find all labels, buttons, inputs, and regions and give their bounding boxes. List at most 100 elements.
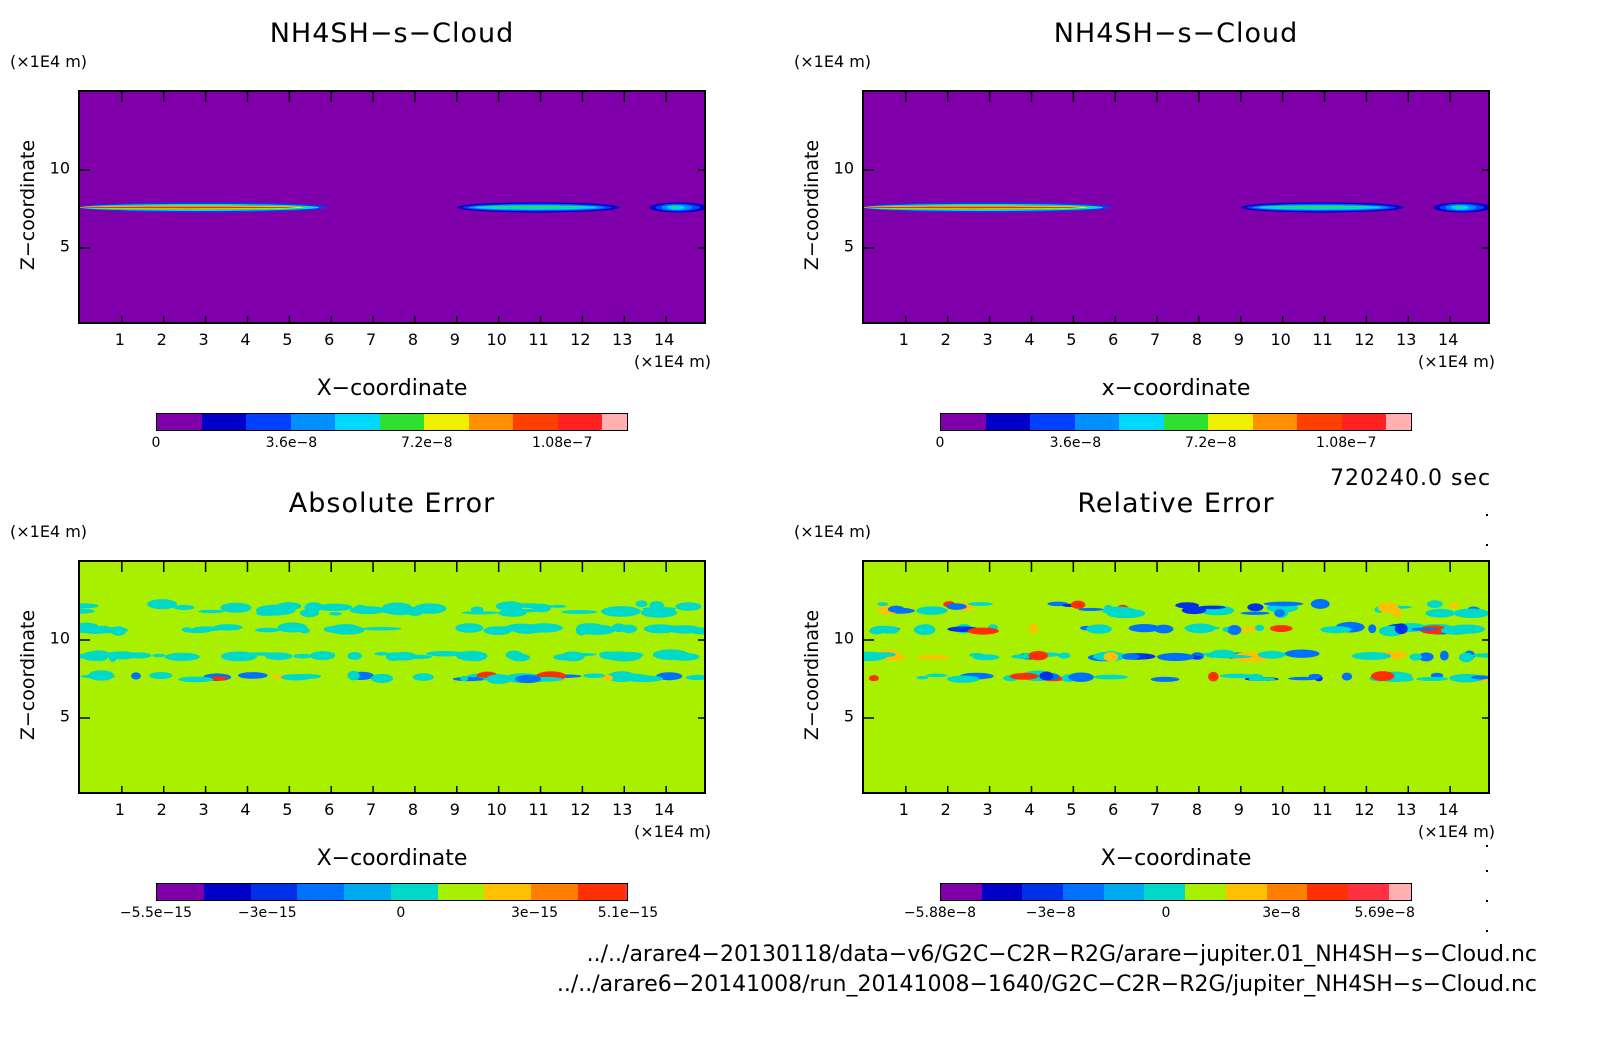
- x-tick-label: 3: [982, 330, 993, 349]
- error-feature: [685, 674, 704, 681]
- heatmap-svg: [80, 92, 704, 322]
- error-feature: [649, 601, 664, 610]
- colorbar-label: 0: [1161, 905, 1171, 921]
- error-feature: [1471, 675, 1488, 680]
- colorbar-segment: [1307, 884, 1348, 900]
- error-feature: [1215, 654, 1253, 659]
- x-tick-label: 12: [570, 330, 591, 349]
- error-feature: [292, 673, 322, 679]
- error-feature: [220, 602, 252, 613]
- error-feature: [656, 625, 696, 630]
- error-feature: [1426, 600, 1443, 609]
- colorbar-label: 0: [151, 435, 161, 451]
- error-feature: [174, 652, 189, 657]
- file-path-1: ../../arare4−20130118/data−v6/G2C−C2R−R2…: [586, 942, 1537, 967]
- colorbar-segment: [1347, 884, 1389, 900]
- error-feature: [1406, 627, 1439, 631]
- cloud-feature-3: [1455, 206, 1464, 209]
- x-tick-label: 10: [486, 800, 507, 819]
- y-tick-label: 5: [843, 706, 854, 726]
- error-feature: [210, 676, 228, 681]
- error-feature: [611, 623, 626, 633]
- error-feature: [1150, 676, 1180, 682]
- error-feature: [1197, 605, 1226, 610]
- x-tick-label: 7: [365, 800, 377, 819]
- x-tick-label: 14: [1437, 800, 1459, 819]
- error-feature: [412, 673, 434, 681]
- colorbar: [156, 883, 628, 901]
- error-feature: [925, 673, 948, 678]
- x-unit-label: (×1E4 m): [1418, 352, 1496, 371]
- cloud-feature-1: [80, 206, 289, 209]
- error-feature: [455, 623, 484, 633]
- chart-panel-3: Absolute Error (×1E4 m) Z−coordinate 1 2 3 4 5 6…: [0, 470, 784, 940]
- dot-mark: [1486, 870, 1488, 872]
- error-feature: [614, 673, 650, 681]
- error-feature: [1453, 608, 1488, 619]
- x-axis-label: X−coordinate: [316, 376, 468, 401]
- error-feature: [382, 608, 415, 615]
- x-tick-label: 4: [1024, 800, 1035, 819]
- colorbar-segment: [624, 884, 627, 900]
- colorbar-label: 7.2e−8: [1185, 435, 1237, 451]
- error-feature: [505, 650, 523, 660]
- error-feature: [309, 651, 336, 661]
- colorbar-segment: [1103, 884, 1145, 900]
- error-feature: [503, 601, 520, 612]
- error-feature: [1472, 653, 1488, 658]
- error-feature: [452, 676, 484, 682]
- error-feature: [1240, 611, 1270, 615]
- error-feature: [640, 607, 678, 618]
- error-feature: [1392, 607, 1402, 618]
- x-tick-label: 10: [1270, 800, 1291, 819]
- error-feature: [426, 650, 465, 657]
- x-tick-label: 12: [1354, 330, 1375, 349]
- error-feature: [549, 604, 567, 608]
- x-tick-label: 4: [240, 800, 251, 819]
- x-tick-label: 11: [1312, 800, 1333, 819]
- colorbar-segment: [602, 414, 627, 430]
- chart-panel-4: Relative Error (×1E4 m) Z−coordinate 1 2 3 4 5 6…: [784, 470, 1568, 940]
- error-feature: [461, 611, 499, 615]
- dot-mark: [1486, 900, 1488, 902]
- error-feature: [1156, 652, 1195, 662]
- colorbar-segment: [157, 414, 202, 430]
- colorbar-label: 3e−8: [1262, 905, 1301, 921]
- error-feature: [918, 624, 934, 633]
- error-feature: [599, 651, 637, 661]
- x-tick-label: 5: [282, 330, 293, 349]
- dot-mark: [1486, 845, 1488, 847]
- dot-mark: [1486, 514, 1488, 516]
- x-tick-label: 4: [1024, 330, 1035, 349]
- x-tick-label: 1: [898, 800, 909, 819]
- error-feature: [328, 625, 365, 635]
- error-feature: [277, 622, 308, 633]
- x-tick-label: 8: [1191, 800, 1203, 819]
- colorbar-segment: [531, 884, 578, 900]
- x-axis-label: X−coordinate: [1100, 846, 1252, 871]
- error-feature: [1154, 624, 1174, 634]
- error-feature: [868, 675, 879, 682]
- error-feature: [1284, 649, 1320, 658]
- error-feature: [237, 672, 268, 679]
- error-feature: [347, 670, 360, 681]
- colorbar-segment: [513, 414, 558, 430]
- error-feature: [413, 603, 447, 614]
- colorbar: [156, 413, 628, 431]
- colorbar-segment: [344, 884, 391, 900]
- error-feature: [916, 676, 929, 680]
- error-feature: [1458, 652, 1474, 663]
- x-axis-label: x−coordinate: [1101, 376, 1251, 401]
- error-feature: [347, 651, 362, 660]
- x-tick-label: 2: [940, 330, 951, 349]
- x-tick-label: 1: [114, 330, 125, 349]
- error-feature: [1310, 599, 1330, 609]
- x-tick-label: 6: [1108, 330, 1119, 349]
- error-feature: [915, 655, 951, 660]
- colorbar-segment: [484, 884, 532, 900]
- x-tick-label: 13: [612, 800, 633, 819]
- x-tick-label: 13: [612, 330, 633, 349]
- error-feature: [1128, 624, 1161, 633]
- error-feature: [1183, 626, 1221, 631]
- x-unit-label: (×1E4 m): [634, 822, 712, 841]
